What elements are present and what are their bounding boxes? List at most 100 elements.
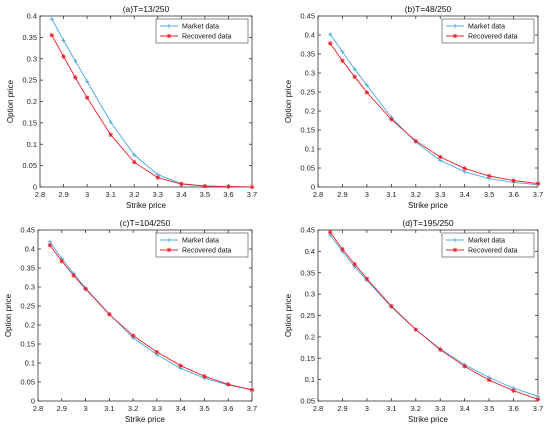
x-tick-label: 3.4 (176, 190, 186, 199)
x-tick-label: 3.7 (533, 190, 543, 199)
plus-marker (364, 82, 370, 88)
star-marker (511, 178, 516, 183)
y-axis-label: Option price (6, 79, 15, 123)
star-marker (462, 166, 467, 171)
y-tick-label: 0.2 (27, 97, 37, 106)
y-tick-label: 0.1 (305, 145, 315, 154)
legend-label-recovered: Recovered data (182, 248, 232, 255)
y-tick-label: 0.3 (305, 69, 315, 78)
y-tick-label: 0 (311, 183, 315, 192)
star-marker (249, 387, 255, 393)
legend: Market data Recovered data (441, 18, 535, 44)
x-tick-label: 3 (83, 404, 87, 413)
y-tick-label: 0.15 (22, 118, 37, 127)
legend-label-market: Market data (468, 24, 505, 31)
x-tick-label: 2.8 (313, 190, 323, 199)
y-tick-label: 0.35 (300, 50, 315, 59)
legend-box (441, 18, 535, 44)
star-marker (202, 374, 207, 379)
y-tick-label: 0.45 (300, 226, 315, 235)
chart-panel-4: 2.8 2.9 3 3.1 3.2 3.3 3.4 3.5 3.6 3.7 0.05 0.1 0.15 0… (284, 218, 543, 424)
x-tick-label: 2.8 (313, 404, 323, 413)
x-tick-label: 3.4 (459, 404, 469, 413)
y-tick-label: 0.35 (22, 33, 37, 42)
star-marker (154, 349, 160, 355)
plot-area (39, 15, 253, 188)
y-tick-label: 0.45 (300, 12, 315, 21)
plus-marker (73, 58, 78, 64)
x-tick-label: 2.9 (337, 190, 347, 199)
x-tick-label: 3.7 (247, 190, 257, 199)
x-tick-label: 2.9 (337, 404, 347, 413)
chart-title: (c)T=104/250 (120, 218, 171, 228)
star-marker (340, 58, 345, 64)
legend: Market data Recovered data (155, 232, 249, 258)
x-tick-label: 3.6 (508, 404, 518, 413)
chart-title: (a)T=13/250 (123, 4, 170, 14)
legend-label-recovered: Recovered data (182, 34, 232, 41)
star-marker (73, 75, 78, 80)
legend: Market data Recovered data (155, 18, 249, 44)
star-marker (107, 312, 112, 317)
y-tick-label: 0.1 (25, 359, 35, 368)
y-tick-label: 0.4 (25, 245, 35, 254)
plus-marker (61, 38, 66, 43)
star-marker (49, 33, 54, 38)
star-marker (47, 243, 53, 248)
star-marker (535, 397, 541, 402)
y-tick-label: 0.3 (305, 290, 315, 299)
x-tick-label: 3.2 (129, 190, 139, 199)
chart-panel-2: 2.8 2.9 3 3.1 3.2 3.3 3.4 3.5 3.6 3.7 0 0.05 0.1 0.15… (284, 4, 543, 210)
x-tick-label: 3.7 (533, 404, 543, 413)
legend-label-market: Market data (182, 238, 219, 245)
x-tick-label: 3.3 (435, 190, 445, 199)
star-marker (535, 181, 541, 186)
y-tick-label: 0 (31, 397, 35, 406)
x-tick-label: 3.2 (411, 404, 421, 413)
y-tick-label: 0 (33, 183, 37, 192)
plus-marker (328, 32, 333, 37)
y-tick-label: 0.25 (20, 302, 35, 311)
plus-marker (49, 16, 54, 22)
plus-marker (340, 49, 345, 54)
star-marker (352, 74, 357, 79)
x-tick-label: 3.6 (508, 190, 518, 199)
x-tick-label: 3.2 (128, 404, 138, 413)
plus-marker (132, 152, 137, 158)
x-tick-label: 3.7 (247, 404, 257, 413)
chart-panel-1: 2.8 2.9 3 3.1 3.2 3.3 3.4 3.5 3.6 3.7 0 0.05 0.1 0.15… (6, 4, 257, 210)
chart-title: (d)T=195/250 (402, 218, 454, 228)
star-marker (179, 181, 184, 187)
x-tick-label: 3.4 (459, 190, 469, 199)
x-tick-label: 3 (85, 190, 89, 199)
x-tick-label: 3.3 (152, 404, 162, 413)
star-marker (84, 95, 90, 100)
star-marker (83, 286, 88, 292)
x-tick-label: 3.1 (386, 190, 396, 199)
star-marker (438, 347, 443, 352)
y-tick-label: 0.1 (305, 375, 315, 384)
x-tick-label: 3.5 (484, 190, 494, 199)
plus-marker (108, 119, 113, 125)
x-tick-label: 3.1 (386, 404, 396, 413)
star-marker (364, 276, 370, 281)
star-marker (340, 247, 345, 252)
x-tick-label: 3.2 (411, 190, 421, 199)
x-tick-label: 2.9 (57, 404, 67, 413)
y-tick-label: 0.1 (27, 140, 37, 149)
x-tick-label: 2.8 (33, 404, 43, 413)
legend-box (441, 232, 535, 258)
chart-panel-3: 2.8 2.9 3 3.1 3.2 3.3 3.4 3.5 3.6 3.7 0 0.05 0.1 0.15… (4, 218, 257, 424)
y-tick-label: 0.05 (300, 164, 315, 173)
star-marker (61, 54, 66, 59)
star-marker (438, 154, 443, 160)
x-tick-label: 3.6 (223, 404, 233, 413)
star-marker (413, 138, 418, 144)
star-marker (328, 41, 333, 46)
star-marker (178, 363, 183, 368)
plus-marker (84, 79, 90, 84)
x-tick-label: 3 (365, 190, 369, 199)
star-marker (352, 262, 357, 267)
